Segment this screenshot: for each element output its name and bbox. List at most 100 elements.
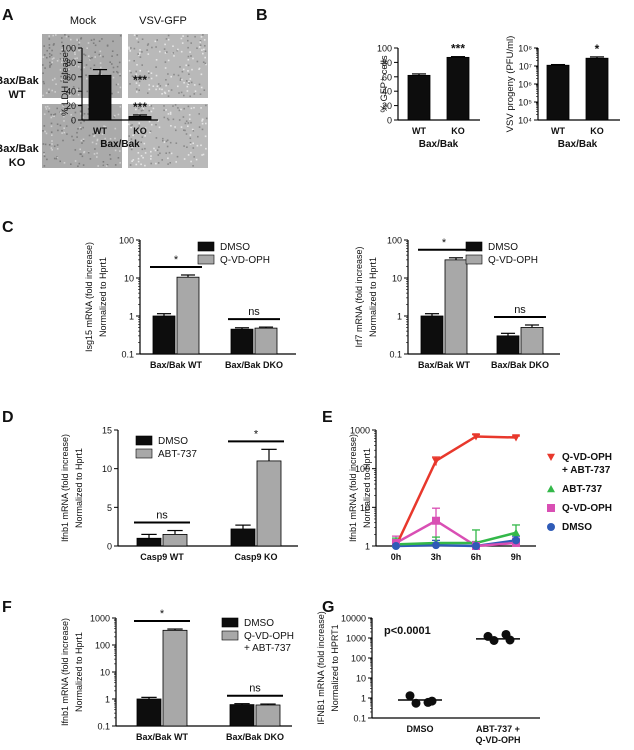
data-point [411, 698, 421, 708]
micrograph-speck [148, 88, 151, 91]
micrograph-speck [166, 51, 168, 53]
micrograph-speck [155, 88, 157, 91]
micrograph-speck [138, 122, 140, 124]
micrograph-speck [174, 126, 176, 128]
x-tick-label: WT [412, 126, 426, 136]
micrograph-speck [93, 135, 95, 138]
x-tick-label: 9h [511, 552, 522, 562]
y-axis-label: % GFP⁺ cells [379, 55, 390, 113]
micrograph-speck [60, 78, 63, 81]
micrograph-speck [97, 131, 99, 134]
legend-swatch [135, 448, 153, 459]
y-tick-label: 0.1 [353, 714, 366, 724]
micrograph-speck [137, 152, 140, 154]
marker-circle [392, 542, 400, 550]
micrograph-speck [131, 75, 134, 77]
micrograph-speck [70, 38, 72, 41]
micrograph-speck [109, 138, 112, 140]
micrograph-speck [69, 94, 71, 97]
micrograph-speck [162, 137, 164, 140]
micrograph-speck [203, 39, 206, 41]
micrograph-speck [164, 43, 166, 46]
bar [136, 537, 162, 547]
micrograph-speck [173, 73, 175, 76]
significance-label: *** [133, 100, 147, 114]
bar [255, 704, 281, 727]
y-tick-label: 15 [102, 426, 112, 436]
micrograph-speck [198, 67, 201, 69]
micrograph-speck [112, 66, 115, 69]
micrograph-speck [164, 61, 167, 63]
y-tick-label: 1000 [90, 614, 110, 624]
micrograph-speck [106, 140, 109, 143]
micrograph-speck [55, 83, 57, 85]
micrograph-speck [137, 104, 140, 107]
micrograph-speck [163, 109, 165, 112]
micrograph-speck [132, 134, 134, 137]
micrograph-speck [161, 88, 163, 91]
micrograph-speck [63, 115, 65, 118]
micrograph-speck [137, 157, 140, 160]
micrograph-speck [105, 165, 108, 167]
micrograph-speck [61, 48, 63, 51]
micrograph-speck [153, 147, 155, 150]
micrograph-speck [100, 66, 102, 69]
micrograph-speck [100, 73, 102, 76]
micrograph-speck [117, 91, 120, 94]
micrograph-speck [131, 124, 133, 126]
micrograph-speck [136, 64, 138, 66]
micrograph-speck [79, 153, 81, 155]
data-point [405, 691, 415, 701]
micrograph-speck [193, 106, 195, 109]
micrograph-speck [140, 163, 142, 166]
micrograph-speck [199, 93, 202, 95]
micrograph-speck [198, 113, 200, 115]
micrograph-speck [154, 149, 157, 152]
legend-label: ABT-737 [158, 449, 197, 460]
y-tick-label: 0 [107, 542, 112, 552]
micrograph-speck [95, 143, 98, 145]
micrograph-speck [50, 131, 53, 133]
micrograph-speck [198, 126, 201, 128]
micrograph-speck [96, 156, 98, 158]
micrograph-speck [48, 91, 50, 93]
micrograph-speck [165, 79, 167, 81]
micrograph-speck [72, 139, 75, 141]
y-tick-label: 5 [107, 503, 112, 513]
y-tick-label: 10⁴ [518, 116, 532, 126]
micrograph-speck [150, 77, 153, 80]
micrograph-speck [55, 34, 57, 36]
micrograph-speck [112, 76, 115, 79]
micrograph-speck [189, 51, 191, 53]
col-label-mock: Mock [70, 15, 97, 27]
micrograph-speck [167, 119, 170, 121]
micrograph-speck [43, 155, 46, 158]
micrograph-speck [52, 114, 55, 116]
micrograph-speck [97, 73, 100, 76]
micrograph-speck [141, 51, 143, 53]
micrograph-speck [135, 79, 138, 81]
bar [585, 57, 609, 121]
micrograph-speck [89, 58, 91, 61]
micrograph-speck [55, 157, 58, 160]
micrograph-speck [56, 107, 58, 110]
micrograph-speck [51, 79, 54, 81]
micrograph-speck [48, 144, 51, 146]
micrograph-speck [161, 93, 163, 95]
y-axis-label: Normalized to Hprt1 [74, 632, 84, 712]
micrograph-speck [57, 129, 59, 132]
micrograph-speck [147, 53, 150, 55]
micrograph-speck [119, 34, 122, 37]
micrograph-speck [183, 81, 185, 84]
micrograph-speck [112, 71, 115, 73]
panel-letter: G [322, 599, 334, 616]
micrograph-speck [189, 143, 192, 145]
micrograph-speck [128, 59, 131, 62]
micrograph-speck [114, 164, 117, 166]
micrograph-speck [150, 150, 152, 153]
micrograph-speck [63, 120, 65, 122]
bar [256, 460, 282, 547]
micrograph-speck [165, 38, 168, 40]
x-tick-label: Q-VD-OPH [476, 735, 521, 745]
micrograph-speck [166, 139, 169, 141]
